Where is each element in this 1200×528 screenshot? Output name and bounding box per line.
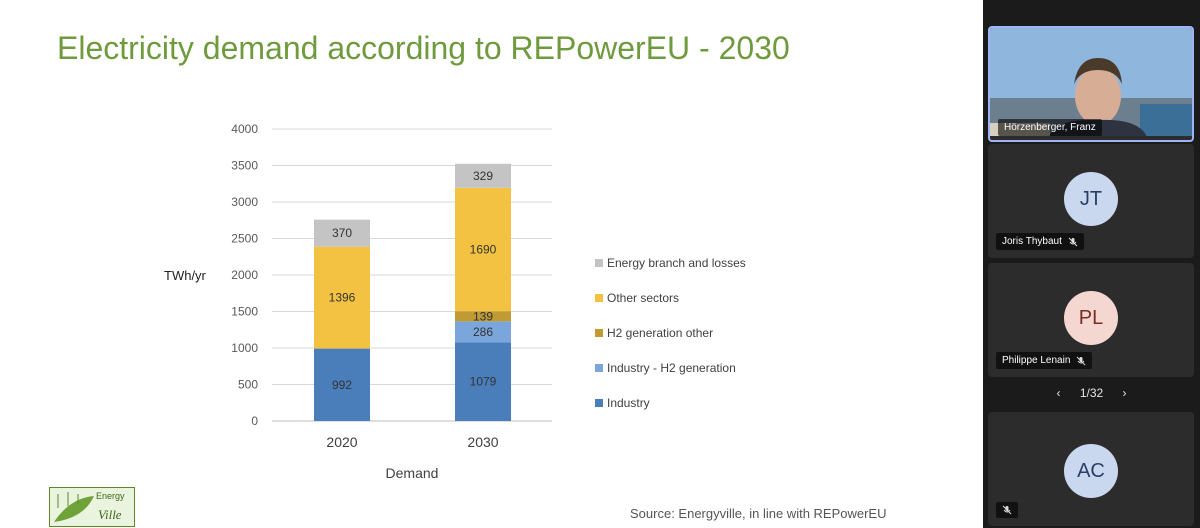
participant-tile-1[interactable]: JT Joris Thybaut bbox=[988, 144, 1194, 258]
data-label: 286 bbox=[473, 325, 493, 339]
participant-nameplate bbox=[996, 502, 1018, 518]
legend-label: Industry - H2 generation bbox=[607, 361, 736, 375]
bar-segment bbox=[455, 187, 511, 312]
y-tick-label: 2500 bbox=[231, 232, 258, 246]
avatar-initials: PL bbox=[1078, 306, 1104, 329]
participant-name: Philippe Lenain bbox=[1002, 355, 1071, 366]
participant-tile-0[interactable]: Hörzenberger, Franz bbox=[988, 26, 1194, 142]
participant-avatar: AC bbox=[1064, 444, 1118, 498]
y-tick-label: 3000 bbox=[231, 195, 258, 209]
leaf-logo-icon bbox=[54, 492, 94, 522]
x-tick-label: 2020 bbox=[326, 434, 357, 450]
bar-segment bbox=[455, 321, 511, 343]
slide-title: Electricity demand according to REPowerE… bbox=[57, 30, 790, 66]
x-axis-label: Demand bbox=[386, 465, 439, 481]
y-tick-label: 2000 bbox=[231, 268, 258, 282]
source-note: Source: Energyville, in line with REPowe… bbox=[630, 506, 887, 521]
stacked-bar-chart: 0 500 1000 1500 2000 2500 3000 3500 4000 TWh/yr De… bbox=[164, 122, 746, 481]
participant-name: Joris Thybaut bbox=[1002, 236, 1062, 247]
legend-swatch bbox=[595, 329, 603, 337]
bar-segment bbox=[455, 163, 511, 188]
logo-text-energy: Energy bbox=[96, 491, 125, 501]
mic-muted-icon bbox=[1077, 356, 1086, 365]
participant-avatar: PL bbox=[1064, 291, 1118, 345]
bar-segment bbox=[314, 246, 370, 349]
pager-next-button[interactable]: › bbox=[1122, 386, 1127, 400]
data-label: 1690 bbox=[470, 243, 497, 257]
mic-muted-icon bbox=[1002, 505, 1012, 515]
participant-nameplate: Hörzenberger, Franz bbox=[998, 119, 1102, 136]
pager-label: 1/32 bbox=[1079, 386, 1104, 400]
legend-label: Industry bbox=[607, 396, 650, 410]
data-label: 370 bbox=[332, 226, 352, 240]
participant-pager: ‹ 1/32 › bbox=[983, 386, 1200, 400]
x-tick-label: 2030 bbox=[467, 434, 498, 450]
avatar-initials: AC bbox=[1077, 459, 1105, 482]
data-label: 139 bbox=[473, 309, 493, 323]
y-axis-label: TWh/yr bbox=[164, 268, 207, 283]
legend-label: H2 generation other bbox=[607, 326, 713, 340]
data-label: 1079 bbox=[470, 375, 497, 389]
energyville-logo: Energy Ville bbox=[49, 487, 135, 527]
y-tick-label: 3500 bbox=[231, 159, 258, 173]
bar-segment bbox=[314, 348, 370, 421]
avatar-initials: JT bbox=[1079, 187, 1103, 210]
y-tick-label: 1000 bbox=[231, 341, 258, 355]
participant-nameplate: Joris Thybaut bbox=[996, 233, 1084, 250]
legend-swatch bbox=[595, 294, 603, 302]
data-label: 1396 bbox=[329, 291, 356, 305]
legend-swatch bbox=[595, 399, 603, 407]
participant-name: Hörzenberger, Franz bbox=[1004, 122, 1096, 133]
bar-segment bbox=[314, 219, 370, 247]
legend-label: Energy branch and losses bbox=[607, 256, 746, 270]
y-tick-label: 0 bbox=[251, 414, 258, 428]
y-tick-label: 4000 bbox=[231, 122, 258, 136]
data-label: 329 bbox=[473, 169, 493, 183]
participant-avatar: JT bbox=[1064, 172, 1118, 226]
y-tick-label: 1500 bbox=[231, 305, 258, 319]
participant-tile-2[interactable]: PL Philippe Lenain bbox=[988, 263, 1194, 377]
y-tick-label: 500 bbox=[238, 378, 258, 392]
logo-text-ville: Ville bbox=[98, 507, 122, 522]
legend-swatch bbox=[595, 259, 603, 267]
pager-prev-button[interactable]: ‹ bbox=[1056, 386, 1061, 400]
participants-panel: Hörzenberger, Franz JT Joris Thybaut PL … bbox=[983, 0, 1200, 528]
legend-label: Other sectors bbox=[607, 291, 679, 305]
mic-muted-icon bbox=[1068, 237, 1078, 246]
data-label: 992 bbox=[332, 378, 352, 392]
participant-tile-3[interactable]: AC bbox=[988, 412, 1194, 526]
participant-nameplate: Philippe Lenain bbox=[996, 352, 1093, 369]
legend-swatch bbox=[595, 364, 603, 372]
bar-segment bbox=[455, 311, 511, 322]
presentation-slide: Electricity demand according to REPowerE… bbox=[0, 0, 983, 528]
bar-segment bbox=[455, 342, 511, 421]
